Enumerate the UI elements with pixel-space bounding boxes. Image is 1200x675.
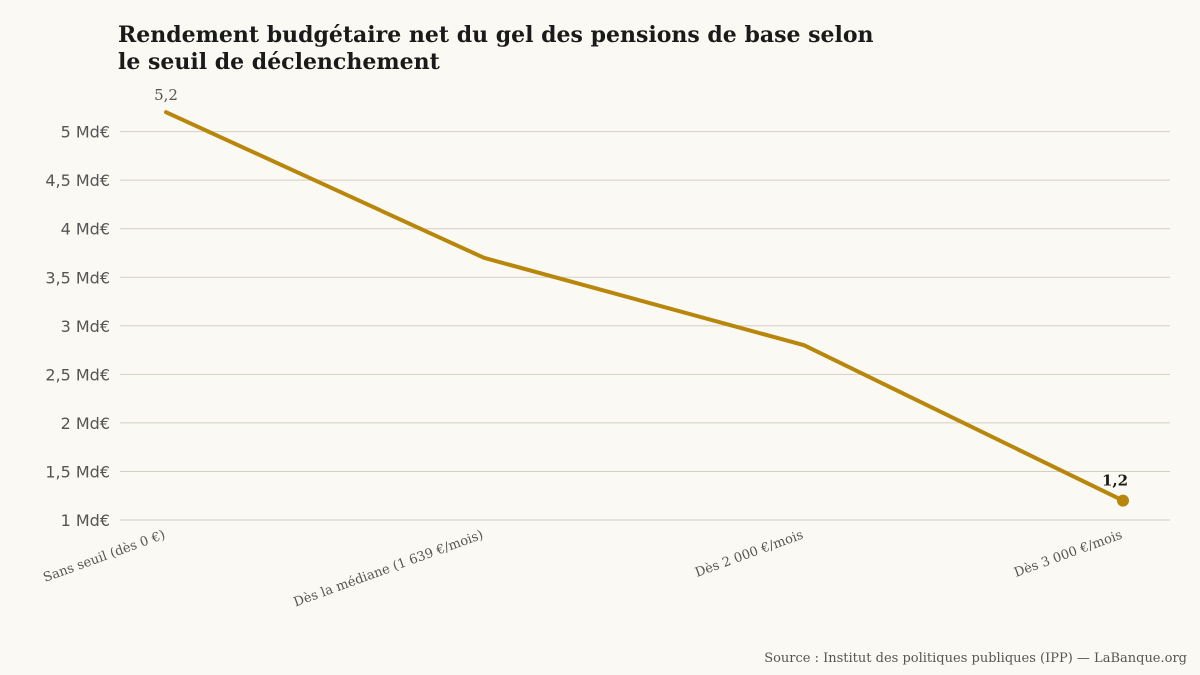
x-tick-label: Sans seuil (dès 0 €) [41,528,167,586]
gridlines [120,131,1170,521]
series-line [164,110,1125,503]
x-axis-ticks: Sans seuil (dès 0 €) Dès la médiane (1 63… [41,528,1124,611]
x-tick-label: Dès 3 000 €/mois [1012,528,1124,581]
source-note: Source : Institut des politiques publiqu… [764,651,1187,666]
y-tick-label: 1 Md€ [61,511,110,530]
chart-title: Rendement budgétaire net du gel des pens… [118,22,938,76]
x-tick-label: Dès 2 000 €/mois [693,528,805,581]
y-axis-ticks: 1 Md€ 1,5 Md€ 2 Md€ 2,5 Md€ 3 Md€ 3,5 Md€ 4 Md… [45,123,110,530]
y-tick-label: 4,5 Md€ [45,171,110,190]
y-tick-label: 4 Md€ [61,220,110,239]
data-points [1117,494,1129,507]
data-label-last: 1,2 [1102,472,1128,490]
y-tick-label: 5 Md€ [61,123,110,142]
y-tick-label: 1,5 Md€ [45,462,110,481]
y-tick-label: 2,5 Md€ [45,365,110,384]
y-tick-label: 2 Md€ [61,414,110,433]
data-labels: 5,2 1,2 [154,86,1128,489]
y-tick-label: 3,5 Md€ [45,268,110,287]
chart-title-line-1: Rendement budgétaire net du gel des pens… [118,22,874,48]
data-label-first: 5,2 [154,86,178,104]
x-tick-label: Dès la médiane (1 639 €/mois) [292,528,486,611]
data-point-last [1117,494,1129,507]
y-tick-label: 3 Md€ [61,317,110,336]
chart-title-line-2: le seuil de déclenchement [118,49,440,75]
